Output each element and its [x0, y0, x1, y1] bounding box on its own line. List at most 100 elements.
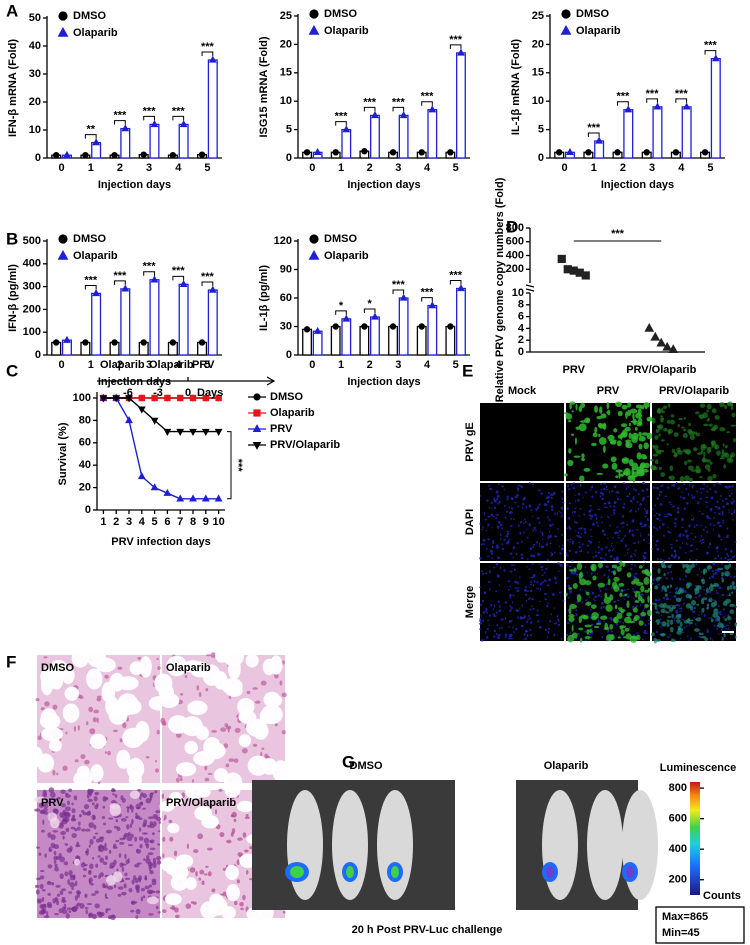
tissue-blob	[691, 431, 695, 436]
tissue-blob	[569, 527, 572, 530]
marker	[177, 394, 184, 402]
tissue-blob	[594, 554, 598, 558]
tissue-blob	[662, 596, 666, 600]
tissue-blob	[92, 815, 96, 820]
tissue-blob	[611, 564, 618, 569]
tissue-blob	[104, 751, 108, 754]
tissue-blob	[693, 525, 696, 529]
tissue-blob	[42, 819, 45, 826]
tissue-blob	[510, 619, 513, 623]
tissue-blob	[720, 557, 723, 560]
tissue-blob	[506, 541, 509, 545]
tissue-blob	[89, 728, 96, 735]
tissue-blob	[603, 558, 606, 560]
tissue-blob	[79, 813, 82, 818]
tissue-blob	[36, 900, 42, 904]
colorbar-title: Luminescence	[660, 762, 736, 774]
tissue-blob	[246, 690, 251, 695]
tissue-blob	[46, 911, 49, 917]
tissue-blob	[628, 492, 631, 496]
tissue-blob	[234, 900, 238, 906]
tissue-blob	[189, 867, 196, 873]
marker	[179, 120, 188, 128]
tissue-blob	[624, 627, 630, 632]
tissue-blob	[656, 581, 659, 583]
tissue-blob	[204, 764, 208, 771]
tissue-blob	[639, 532, 642, 535]
tissue-blob	[669, 532, 672, 534]
x-tick-label: 5	[707, 162, 713, 174]
tissue-blob	[626, 600, 630, 609]
tissue-blob	[655, 512, 658, 515]
tissue-blob	[529, 597, 532, 600]
y-tick-label: 30	[29, 68, 41, 80]
range-box	[655, 906, 745, 944]
tissue-blob	[528, 523, 531, 527]
tissue-blob	[647, 533, 650, 537]
tissue-blob	[92, 717, 97, 723]
tissue-blob	[587, 551, 589, 554]
tissue-blob	[634, 554, 636, 557]
tissue-blob	[84, 759, 90, 765]
tissue-blob	[620, 610, 624, 614]
marker	[361, 323, 368, 330]
tissue-blob	[93, 875, 97, 878]
tissue-blob	[567, 484, 570, 488]
tissue-blob	[89, 790, 92, 797]
tissue-blob	[721, 521, 725, 524]
tissue-blob	[262, 658, 276, 676]
tissue-blob	[690, 514, 693, 516]
tissue-blob	[730, 403, 734, 409]
tissue-blob	[539, 582, 543, 586]
tissue-blob	[698, 635, 701, 638]
tissue-blob	[497, 637, 500, 640]
tissue-blob	[667, 428, 673, 434]
tissue-blob	[152, 857, 157, 864]
tissue-blob	[102, 861, 108, 865]
tissue-blob	[681, 491, 683, 493]
tissue-blob	[486, 555, 490, 558]
tissue-blob	[529, 617, 531, 620]
tissue-blob	[491, 526, 493, 529]
tissue-blob	[711, 639, 714, 641]
tissue-blob	[542, 545, 545, 549]
marker	[111, 151, 118, 159]
micrograph	[650, 401, 737, 482]
tissue-blob	[252, 722, 269, 740]
tissue-blob	[597, 546, 601, 549]
tissue-blob	[520, 486, 523, 489]
tissue-blob	[520, 553, 523, 557]
tissue-blob	[492, 608, 495, 611]
tissue-blob	[729, 632, 734, 636]
tissue-blob	[669, 503, 673, 505]
tissue-blob	[228, 758, 235, 763]
tissue-blob	[687, 465, 694, 471]
tissue-blob	[657, 568, 661, 574]
tissue-blob	[656, 486, 659, 490]
tissue-blob	[182, 660, 203, 673]
tissue-blob	[204, 777, 210, 782]
marker	[560, 24, 572, 35]
tissue-blob	[678, 577, 682, 580]
tissue-blob	[614, 604, 618, 610]
tissue-blob	[694, 628, 700, 632]
tissue-blob	[145, 756, 150, 759]
tissue-blob	[530, 547, 533, 550]
tissue-blob	[727, 555, 730, 558]
tissue-blob	[196, 685, 200, 691]
tissue-blob	[724, 617, 728, 622]
tissue-blob	[703, 588, 706, 591]
tissue-blob	[90, 764, 104, 783]
tissue-blob	[41, 829, 45, 833]
tissue-blob	[666, 622, 670, 627]
tissue-blob	[688, 524, 691, 528]
tissue-blob	[689, 434, 695, 440]
tissue-blob	[547, 630, 550, 634]
tissue-blob	[62, 817, 68, 821]
tissue-blob	[564, 473, 568, 477]
tissue-blob	[55, 898, 59, 901]
tissue-blob	[529, 581, 531, 583]
tissue-blob	[567, 420, 572, 423]
significance-bracket	[84, 284, 97, 290]
marker	[399, 111, 408, 119]
